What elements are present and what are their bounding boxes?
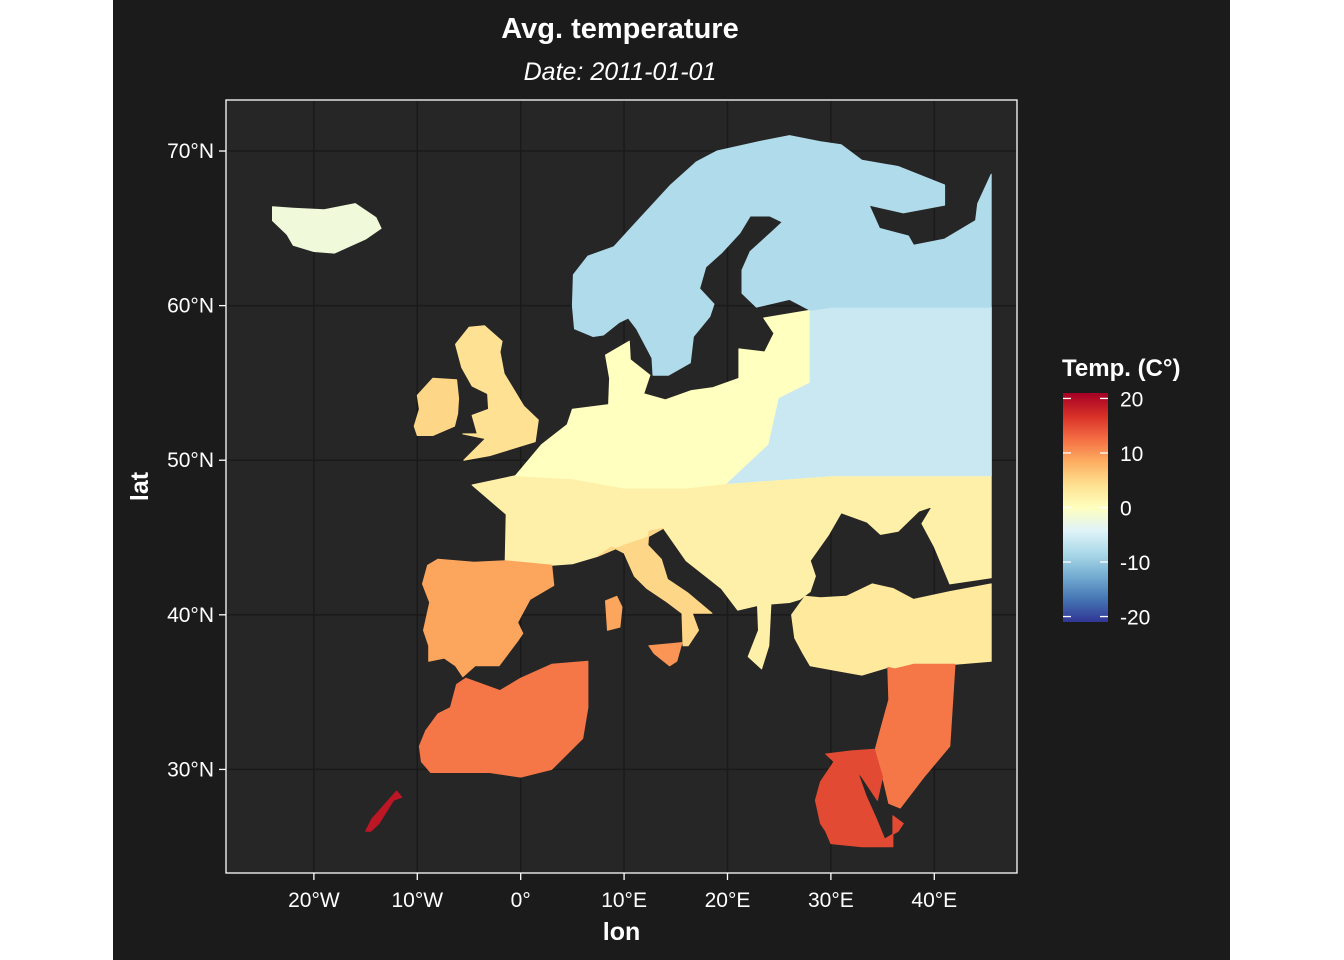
- region-fennoscandia: [571, 135, 992, 376]
- y-tick-label: 70°N: [167, 140, 214, 163]
- x-tick-label: 0°: [511, 889, 531, 912]
- y-axis: 30°N 40°N 50°N 60°N 70°N: [167, 140, 226, 781]
- region-italy: [597, 527, 713, 647]
- color-legend: Temp. (C°) 20 10 0 -10 -20: [1062, 355, 1180, 630]
- region-sicily: [648, 642, 683, 667]
- legend-tick-label: 10: [1120, 443, 1143, 466]
- region-sardinia: [605, 595, 623, 631]
- region-anatolia: [791, 583, 992, 676]
- legend-tick-label: 20: [1120, 388, 1143, 411]
- region-iberia: [422, 558, 555, 678]
- chart-subtitle: Date: 2011-01-01: [524, 58, 717, 86]
- x-tick-label: 40°E: [911, 889, 957, 912]
- legend-tick-label: -20: [1120, 607, 1150, 630]
- legend-tick-label: 0: [1120, 498, 1132, 521]
- y-axis-title: lat: [126, 471, 154, 501]
- x-tick-label: 20°E: [705, 889, 751, 912]
- region-north-africa: [418, 660, 589, 778]
- region-ireland: [413, 377, 460, 436]
- region-great-britain: [455, 325, 539, 461]
- y-tick-label: 30°N: [167, 758, 214, 781]
- y-tick-label: 60°N: [167, 295, 214, 318]
- temperature-map-chart: Avg. temperature Date: 2011-01-01 20°W 10…: [126, 13, 1180, 946]
- x-axis-title: lon: [603, 918, 641, 946]
- x-tick-label: 20°W: [288, 889, 340, 912]
- chart-title: Avg. temperature: [501, 13, 738, 45]
- legend-tick-label: -10: [1120, 552, 1150, 575]
- x-tick-label: 10°E: [601, 889, 647, 912]
- region-middle-east: [874, 663, 956, 809]
- temperature-raster: [272, 135, 992, 848]
- y-tick-label: 40°N: [167, 604, 214, 627]
- plot-background: Avg. temperature Date: 2011-01-01 20°W 10…: [113, 0, 1230, 960]
- legend-title: Temp. (C°): [1062, 355, 1180, 382]
- legend-ticks: 20 10 0 -10 -20: [1063, 388, 1150, 630]
- region-iceland: [272, 203, 382, 254]
- y-tick-label: 50°N: [167, 449, 214, 472]
- panel-border: [225, 99, 1018, 874]
- x-axis: 20°W 10°W 0° 10°E 20°E 30°E 40°E: [288, 873, 957, 912]
- x-tick-label: 10°W: [391, 889, 443, 912]
- region-egypt: [814, 748, 904, 848]
- region-canary-islands: [365, 790, 403, 832]
- x-tick-label: 30°E: [808, 889, 854, 912]
